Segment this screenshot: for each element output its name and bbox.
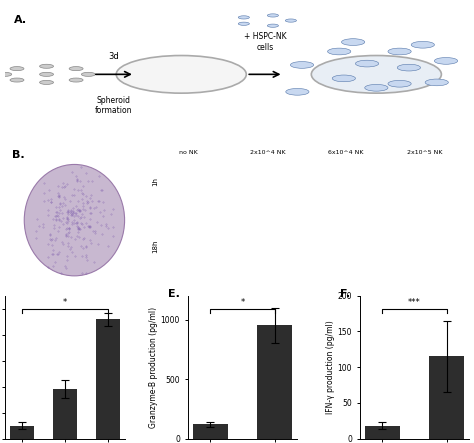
Bar (53, 389, 77, 439)
Text: 2x10^5 NK: 2x10^5 NK (407, 150, 442, 155)
Circle shape (397, 64, 420, 71)
Circle shape (69, 78, 83, 82)
Y-axis label: IFN-γ production (pg/ml): IFN-γ production (pg/ml) (326, 320, 335, 414)
Circle shape (341, 39, 365, 46)
Circle shape (365, 85, 388, 91)
Circle shape (285, 19, 296, 22)
Circle shape (267, 24, 279, 27)
Text: + HSPC-NK
cells: + HSPC-NK cells (244, 32, 286, 52)
Circle shape (332, 75, 356, 82)
Text: *: * (63, 298, 67, 307)
Circle shape (10, 78, 24, 82)
Circle shape (116, 55, 246, 93)
Bar (192, 424, 228, 439)
Text: C.: C. (155, 150, 167, 160)
Circle shape (411, 41, 434, 48)
Text: F.: F. (340, 288, 350, 299)
Circle shape (82, 72, 95, 76)
Circle shape (39, 64, 54, 68)
Bar (257, 326, 292, 439)
Text: no NK: no NK (179, 150, 198, 155)
Circle shape (311, 55, 441, 93)
Text: 18h: 18h (152, 239, 158, 253)
Circle shape (10, 66, 24, 70)
Circle shape (291, 62, 314, 68)
Text: Spheroid
formation: Spheroid formation (95, 96, 133, 115)
Bar (429, 357, 464, 439)
Text: ***: *** (408, 298, 421, 307)
Text: 2x10^4 NK: 2x10^4 NK (249, 150, 285, 155)
Text: E.: E. (168, 288, 180, 299)
Text: A.: A. (14, 15, 27, 25)
Circle shape (356, 60, 379, 67)
Circle shape (39, 72, 54, 76)
Circle shape (388, 48, 411, 55)
Bar (10, 426, 34, 439)
Text: B.: B. (12, 150, 24, 160)
Circle shape (69, 66, 83, 70)
Circle shape (328, 48, 351, 55)
Circle shape (388, 80, 411, 87)
Text: *: * (240, 298, 245, 307)
Circle shape (238, 22, 249, 25)
Circle shape (286, 89, 309, 95)
Bar (96, 319, 120, 439)
Text: 1h: 1h (152, 177, 158, 186)
Circle shape (238, 16, 249, 19)
Text: 3d: 3d (109, 52, 119, 61)
Circle shape (434, 58, 457, 64)
Circle shape (39, 80, 54, 85)
Circle shape (267, 14, 279, 17)
Ellipse shape (24, 164, 125, 276)
Bar (365, 426, 400, 439)
Text: 6x10^4 NK: 6x10^4 NK (328, 150, 364, 155)
Circle shape (0, 72, 12, 76)
Circle shape (425, 79, 448, 86)
Y-axis label: Granzyme-B production (pg/ml): Granzyme-B production (pg/ml) (149, 307, 158, 427)
